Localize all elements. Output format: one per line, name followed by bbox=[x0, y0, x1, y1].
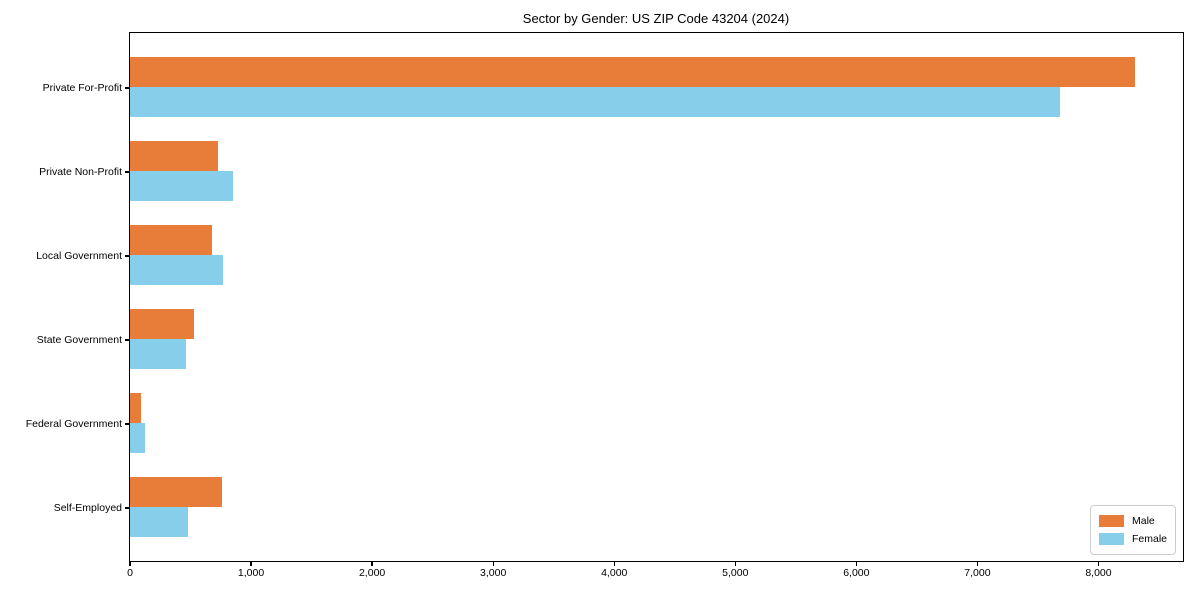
x-axis-tick-label: 0 bbox=[127, 567, 133, 579]
x-axis-tick-label: 5,000 bbox=[722, 567, 749, 579]
y-axis-tick bbox=[124, 423, 129, 425]
bar-female-state-government bbox=[130, 338, 186, 369]
y-axis-label-state-government: State Government bbox=[36, 334, 122, 346]
x-axis-tick bbox=[492, 561, 494, 566]
bar-male-private-for-profit bbox=[130, 56, 1135, 87]
bar-female-private-for-profit bbox=[130, 86, 1060, 117]
x-axis-tick-label: 4,000 bbox=[601, 567, 628, 579]
bar-female-local-government bbox=[130, 254, 224, 285]
x-axis-tick bbox=[1097, 561, 1100, 566]
x-axis-tick bbox=[371, 561, 373, 566]
legend-label-female: Female bbox=[1131, 533, 1167, 545]
bar-male-federal-government bbox=[130, 392, 141, 423]
y-axis-label-self-employed: Self-Employed bbox=[53, 502, 122, 514]
male-series-swatch-icon bbox=[1099, 515, 1124, 527]
legend-item-female: Female bbox=[1099, 533, 1167, 545]
bar-female-self-employed bbox=[130, 506, 189, 537]
female-series-swatch-icon bbox=[1099, 533, 1124, 545]
x-axis-tick bbox=[734, 561, 736, 566]
x-axis-tick-label: 3,000 bbox=[480, 567, 507, 579]
x-axis-tick-label: 6,000 bbox=[843, 567, 870, 579]
x-axis-tick-label: 2,000 bbox=[358, 567, 386, 579]
x-axis-tick-label: 7,000 bbox=[964, 567, 991, 579]
x-axis-tick bbox=[250, 561, 252, 566]
y-axis-tick bbox=[124, 255, 129, 257]
x-axis-tick bbox=[613, 561, 615, 566]
x-axis-tick-label: 8,000 bbox=[1085, 567, 1112, 579]
x-axis-tick bbox=[855, 561, 857, 566]
bar-male-private-non-profit bbox=[130, 140, 219, 171]
bar-female-federal-government bbox=[130, 422, 145, 453]
x-axis-tick bbox=[976, 561, 979, 566]
legend: Male Female bbox=[1090, 505, 1176, 555]
plot-area bbox=[129, 32, 1184, 562]
legend-label-male: Male bbox=[1132, 515, 1155, 527]
y-axis-label-private-for-profit: Private For-Profit bbox=[42, 82, 122, 94]
y-axis-label-local-government: Local Government bbox=[36, 250, 122, 262]
y-axis-label-federal-government: Federal Government bbox=[25, 418, 122, 430]
bar-male-self-employed bbox=[130, 476, 222, 507]
y-axis-tick bbox=[124, 87, 129, 89]
legend-item-male: Male bbox=[1099, 515, 1167, 527]
y-axis-tick bbox=[124, 171, 129, 173]
y-axis-tick bbox=[124, 507, 129, 509]
y-axis-tick bbox=[124, 339, 129, 341]
x-axis-tick bbox=[129, 561, 131, 566]
x-axis-tick-label: 1,000 bbox=[237, 567, 265, 579]
y-axis-label-private-non-profit: Private Non-Profit bbox=[39, 166, 122, 178]
bar-female-private-non-profit bbox=[130, 170, 233, 201]
chart-title: Sector by Gender: US ZIP Code 43204 (202… bbox=[522, 11, 790, 26]
bar-male-local-government bbox=[130, 224, 213, 255]
bar-male-state-government bbox=[130, 308, 195, 339]
